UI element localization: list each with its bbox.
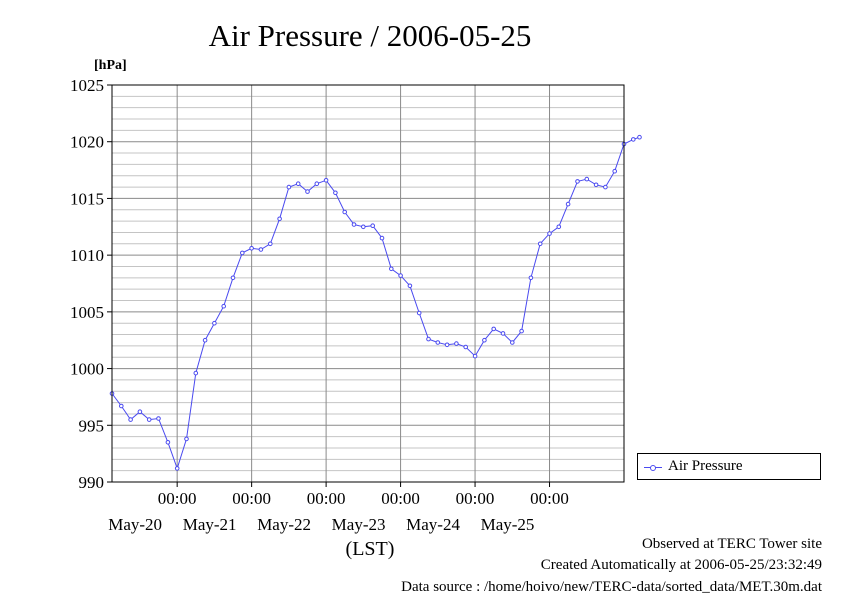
plot-frame — [111, 84, 625, 483]
data-point — [137, 409, 143, 415]
x-tick-time-label: 00:00 — [530, 489, 569, 508]
grid-lines — [112, 85, 624, 482]
data-point — [286, 184, 292, 190]
data-point — [528, 275, 534, 281]
data-point — [184, 436, 189, 442]
data-point — [519, 328, 524, 334]
data-point — [268, 241, 273, 247]
data-point — [565, 201, 571, 207]
data-point — [491, 326, 497, 332]
x-axis: 00:00 May-20 00:00 May-21 00:00 May-22 00:00 Ma… — [108, 482, 569, 534]
legend-label: Air Pressure — [668, 458, 743, 474]
data-point — [230, 275, 236, 281]
data-point — [249, 246, 254, 251]
x-tick-time-label: 00:00 — [381, 489, 420, 508]
data-point — [575, 179, 580, 184]
data-point — [398, 273, 403, 278]
data-point — [342, 209, 348, 215]
data-point — [361, 224, 366, 230]
legend: Air Pressure — [637, 453, 821, 480]
footer-created: Created Automatically at 2006-05-25/23:3… — [540, 557, 822, 573]
y-tick-label: 1005 — [70, 303, 104, 322]
y-tick-label: 1010 — [70, 246, 104, 265]
data-point — [556, 224, 562, 230]
data-point — [444, 342, 450, 348]
data-point — [174, 466, 180, 471]
data-point — [500, 331, 506, 336]
data-point — [146, 417, 152, 422]
data-point — [202, 337, 208, 343]
legend-marker-dot — [650, 465, 656, 471]
y-axis: 990 995 1000 1005 1010 1015 1020 1025 — [70, 76, 112, 492]
data-point — [370, 223, 376, 228]
footer-source: Data source : /home/hoivo/new/TERC-data/… — [401, 579, 822, 595]
data-point — [537, 241, 543, 247]
data-point — [305, 189, 310, 194]
data-point — [637, 134, 642, 140]
y-tick-label: 1000 — [70, 360, 104, 379]
data-point — [631, 137, 636, 142]
data-point — [212, 320, 217, 326]
data-point — [379, 235, 385, 241]
data-point — [454, 341, 459, 346]
x-axis-label: (LST) — [346, 538, 395, 560]
data-point — [165, 440, 171, 445]
data-point — [295, 181, 301, 186]
y-unit-label: [hPa] — [94, 58, 127, 73]
data-point — [314, 181, 320, 186]
footer-site: Observed at TERC Tower site — [641, 536, 822, 552]
series-air-pressure — [109, 134, 642, 471]
data-point — [510, 340, 515, 345]
data-point — [333, 190, 338, 196]
data-point — [193, 370, 199, 376]
data-point — [128, 417, 133, 422]
x-tick-time-label: 00:00 — [232, 489, 271, 508]
data-point — [463, 344, 469, 350]
x-tick-date-label: May-24 — [406, 515, 460, 534]
data-point — [277, 216, 282, 222]
data-point — [472, 353, 478, 359]
x-tick-time-label: 00:00 — [307, 489, 346, 508]
y-tick-label: 1025 — [70, 76, 104, 95]
data-point — [323, 178, 329, 183]
y-tick-label: 990 — [79, 473, 105, 492]
x-tick-date-label: May-22 — [257, 515, 311, 534]
data-point — [407, 283, 413, 289]
x-tick-date-label: May-20 — [108, 515, 162, 534]
data-point — [612, 168, 618, 174]
series-line — [111, 136, 640, 470]
legend-marker — [644, 465, 662, 471]
x-tick-date-label: May-25 — [481, 515, 535, 534]
data-point — [258, 247, 264, 252]
data-point — [426, 336, 431, 342]
data-point — [389, 266, 394, 272]
y-tick-label: 995 — [79, 416, 105, 435]
data-point — [351, 222, 357, 227]
data-point — [156, 416, 161, 421]
data-point — [221, 303, 226, 309]
data-point — [416, 310, 422, 316]
x-tick-date-label: May-21 — [183, 515, 237, 534]
x-tick-date-label: May-23 — [332, 515, 386, 534]
data-point — [482, 337, 487, 343]
data-point — [240, 250, 245, 256]
chart-title: Air Pressure / 2006-05-25 — [209, 18, 532, 53]
y-tick-label: 1015 — [70, 189, 104, 208]
data-point — [603, 184, 608, 190]
data-point — [584, 176, 590, 182]
data-point — [119, 403, 124, 409]
data-point — [547, 231, 552, 236]
data-point — [435, 340, 441, 345]
data-point — [593, 182, 599, 188]
x-tick-time-label: 00:00 — [456, 489, 495, 508]
x-tick-time-label: 00:00 — [158, 489, 197, 508]
y-tick-label: 1020 — [70, 133, 104, 152]
